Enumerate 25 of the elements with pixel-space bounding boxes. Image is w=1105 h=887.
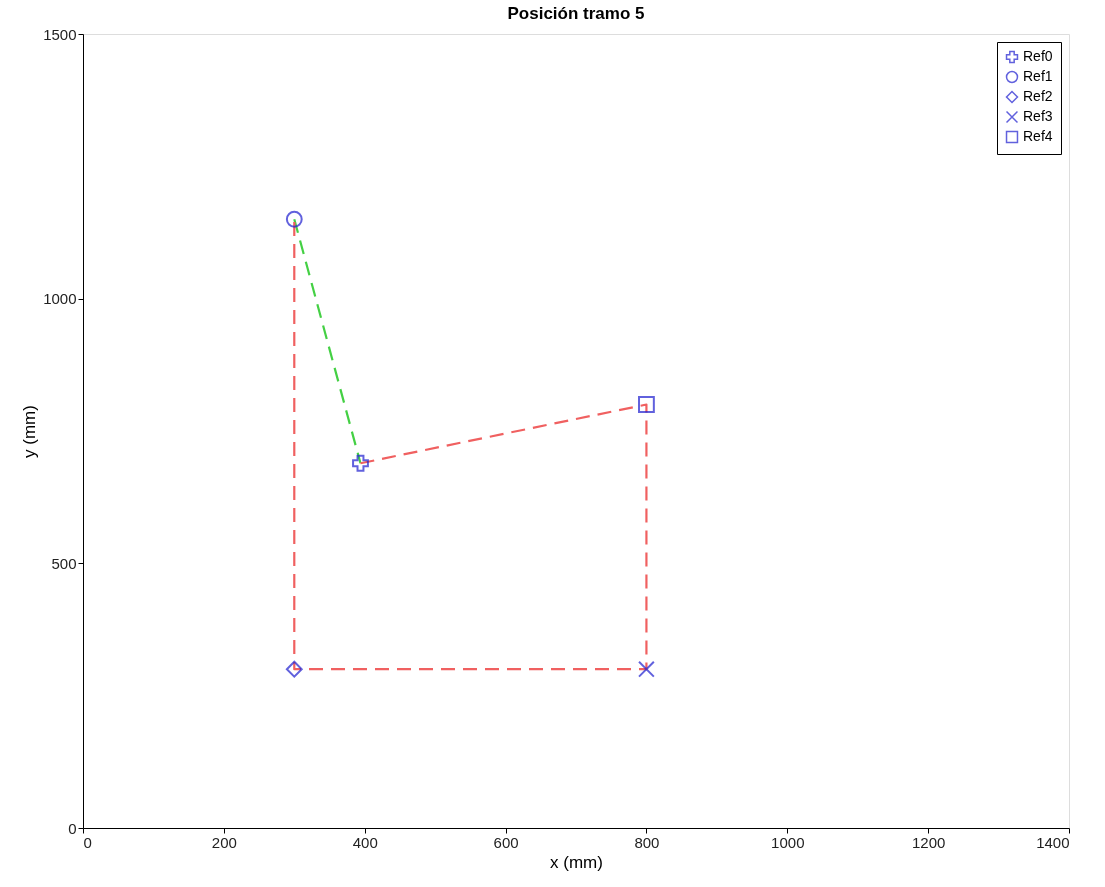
x-tick-label: 200 <box>211 833 237 851</box>
point <box>638 660 655 678</box>
x-tick-label: 1400 <box>1036 833 1070 851</box>
legend-label: Ref1 <box>1023 68 1053 84</box>
y-tick-label: 1000 <box>43 290 77 308</box>
x-tick-label: 400 <box>352 833 378 851</box>
legend-label: Ref0 <box>1023 48 1053 64</box>
x-tick-label: 1200 <box>911 833 946 851</box>
x-tick-label: 600 <box>493 833 519 851</box>
chart-title: Posición tramo 5 <box>507 4 645 23</box>
y-tick-label: 0 <box>68 819 77 837</box>
point <box>285 210 303 228</box>
legend-label: Ref3 <box>1023 108 1053 124</box>
point <box>285 660 303 678</box>
legend-label: Ref4 <box>1023 128 1053 144</box>
y-tick-label: 500 <box>51 554 77 572</box>
point <box>638 396 655 413</box>
x-tick-label: 0 <box>83 833 92 851</box>
y-axis-title: y (mm) <box>20 405 40 458</box>
x-tick-label: 800 <box>634 833 660 851</box>
x-axis-title: x (mm) <box>550 852 603 872</box>
y-tick-label: 1500 <box>43 25 77 43</box>
legend-label: Ref2 <box>1023 88 1053 104</box>
x-tick-label: 1000 <box>771 833 805 851</box>
point <box>352 454 369 472</box>
